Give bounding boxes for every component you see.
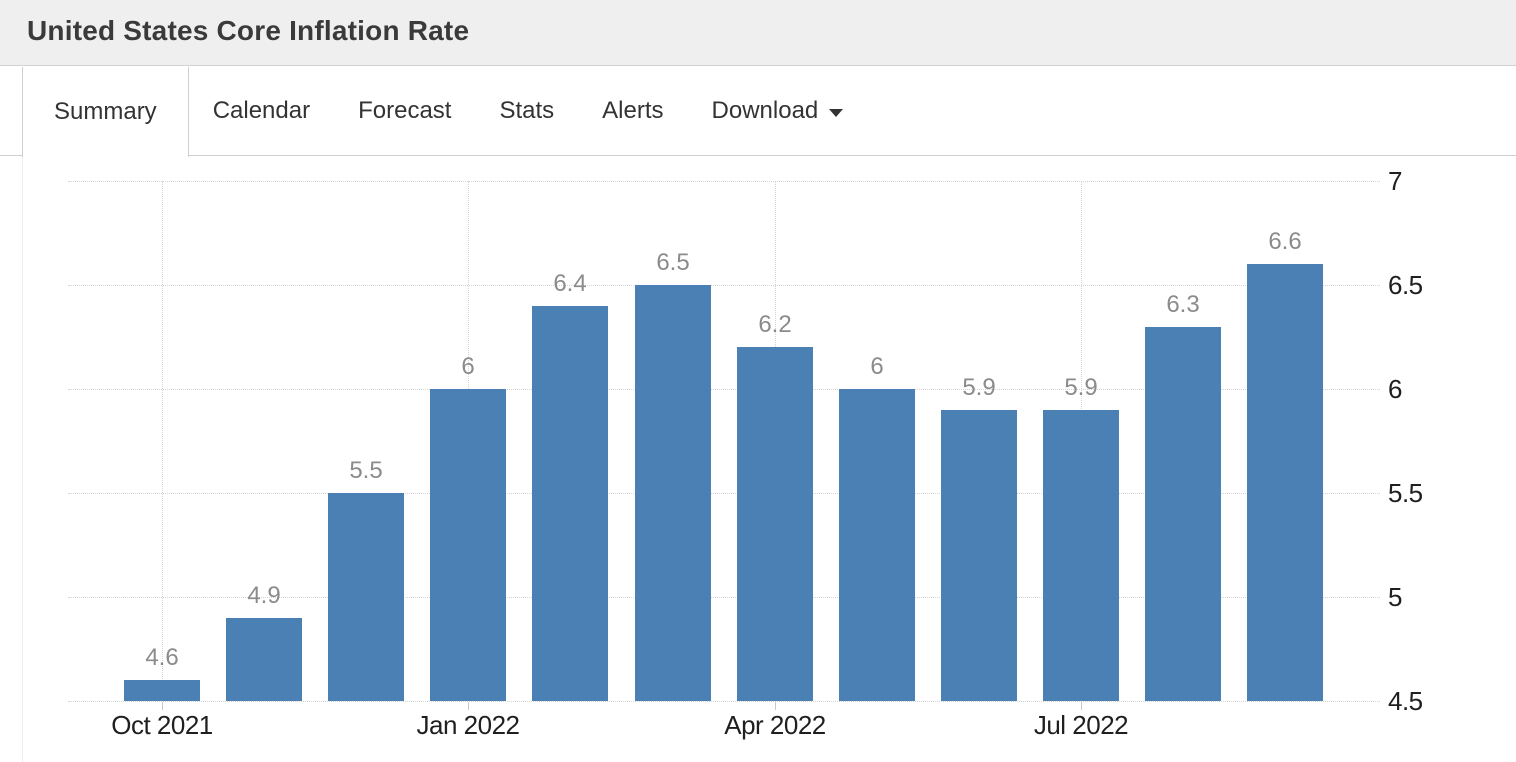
bar-value-label: 6.4 xyxy=(553,269,587,297)
y-grid-line xyxy=(68,389,1380,390)
y-axis-label: 4.5 xyxy=(1388,686,1423,716)
bar[interactable] xyxy=(1043,409,1119,701)
y-axis-label: 6.5 xyxy=(1388,270,1423,300)
bar[interactable] xyxy=(430,389,506,701)
bar[interactable] xyxy=(941,409,1017,701)
y-grid-line xyxy=(68,181,1380,182)
page-title: United States Core Inflation Rate xyxy=(27,15,470,46)
bar[interactable] xyxy=(124,680,200,701)
bar-value-label: 6 xyxy=(870,353,884,380)
bar[interactable] xyxy=(635,285,711,701)
x-axis-tick xyxy=(1081,702,1082,710)
tab-alerts-label: Alerts xyxy=(602,97,664,124)
y-grid-line xyxy=(68,285,1380,286)
tab-stats[interactable]: Stats xyxy=(475,67,578,155)
x-grid-line xyxy=(162,181,163,701)
bar-value-label: 6.2 xyxy=(758,311,792,339)
page-header: United States Core Inflation Rate xyxy=(0,0,1516,66)
bar-value-label: 4.6 xyxy=(145,644,179,672)
x-axis-label: Jul 2022 xyxy=(1033,710,1129,740)
bar-value-label: 5.9 xyxy=(1064,373,1098,401)
tab-forecast-label: Forecast xyxy=(358,97,452,124)
x-axis-label: Apr 2022 xyxy=(724,710,826,740)
y-axis-label: 7 xyxy=(1388,166,1402,196)
tab-alerts[interactable]: Alerts xyxy=(578,67,687,155)
bar-value-label: 5.9 xyxy=(962,373,996,401)
x-axis-tick xyxy=(162,702,163,710)
y-grid-line xyxy=(68,493,1380,494)
tab-summary-label: Summary xyxy=(54,98,157,125)
bar-value-label: 6.5 xyxy=(656,249,690,276)
caret-down-icon xyxy=(829,109,844,117)
bar-value-label: 5.5 xyxy=(349,457,383,484)
y-grid-line xyxy=(68,597,1380,598)
bar-value-label: 6 xyxy=(461,353,475,380)
y-axis-label: 5.5 xyxy=(1388,478,1423,508)
y-axis-label: 6 xyxy=(1388,374,1402,404)
tab-summary[interactable]: Summary xyxy=(22,67,189,157)
bar[interactable] xyxy=(328,493,404,701)
tab-download[interactable]: Download xyxy=(688,67,868,155)
bar-value-label: 6.3 xyxy=(1166,290,1200,318)
x-axis-tick xyxy=(775,702,776,710)
tab-download-label: Download xyxy=(711,97,819,124)
y-grid-line xyxy=(68,701,1380,702)
tab-calendar[interactable]: Calendar xyxy=(189,67,334,155)
bar[interactable] xyxy=(737,347,813,701)
tab-forecast[interactable]: Forecast xyxy=(334,67,475,155)
bar-value-label: 6.6 xyxy=(1268,228,1302,256)
tab-stats-label: Stats xyxy=(499,97,555,124)
tab-bar: Summary Calendar Forecast Stats Alerts D… xyxy=(0,67,1516,157)
core-inflation-bar-chart: 4.5 5 5.5 6 6.5 7 Oct 2021 Jan 2022 Apr 2022 Jul … xyxy=(0,156,1516,762)
bar[interactable] xyxy=(226,617,302,701)
bar[interactable] xyxy=(532,305,608,701)
bar-value-label: 4.9 xyxy=(247,581,281,609)
bar[interactable] xyxy=(839,389,915,701)
bar[interactable] xyxy=(1247,264,1323,701)
x-axis-label: Oct 2021 xyxy=(111,710,213,740)
bar[interactable] xyxy=(1145,326,1221,701)
panel-left-border xyxy=(22,155,23,762)
y-axis-label: 5 xyxy=(1388,582,1402,612)
tab-calendar-label: Calendar xyxy=(212,97,311,124)
x-axis-label: Jan 2022 xyxy=(416,710,520,740)
x-axis-tick xyxy=(468,702,469,710)
